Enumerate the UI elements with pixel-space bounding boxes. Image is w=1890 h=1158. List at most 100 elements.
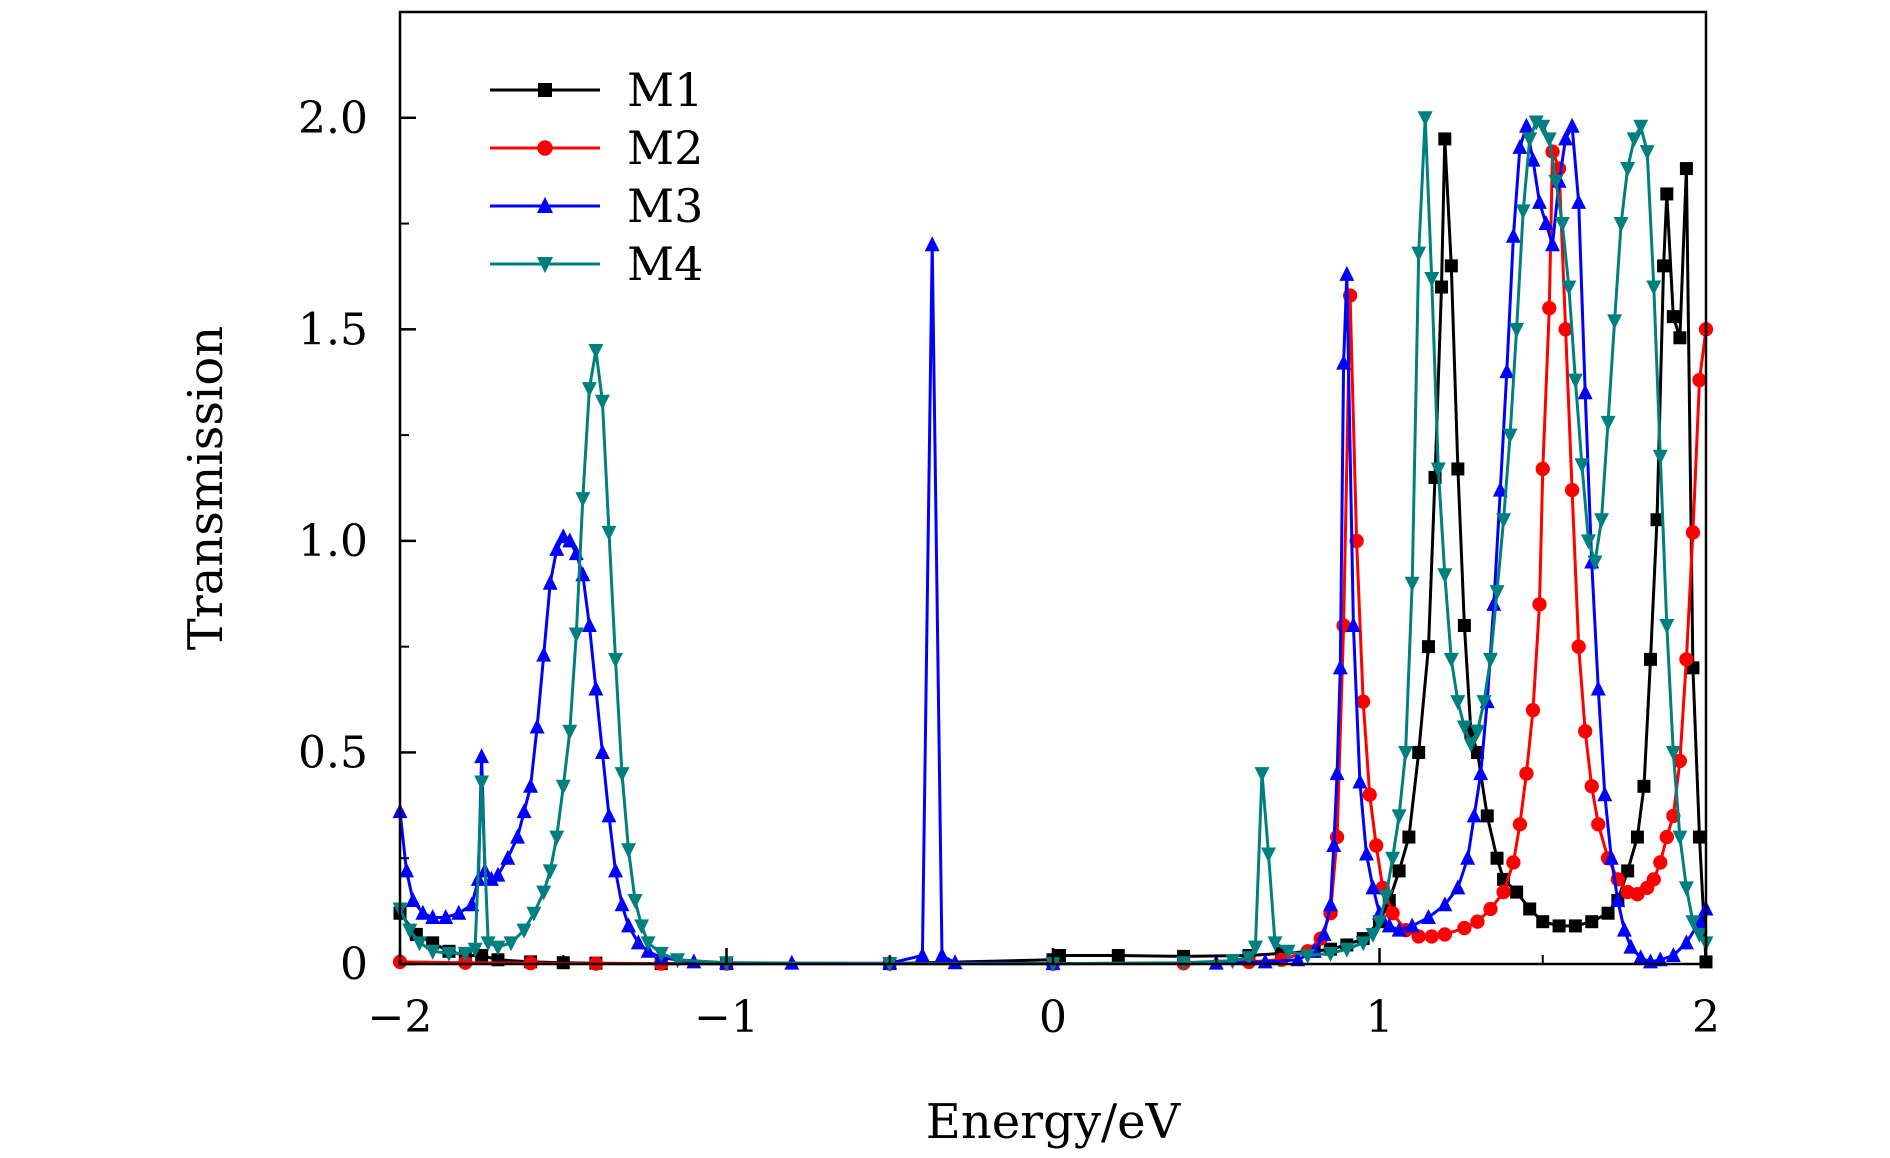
data-point-M2 xyxy=(1496,884,1511,900)
data-point-M2 xyxy=(1653,855,1668,870)
data-point-M3 xyxy=(1381,917,1397,933)
data-point-M1 xyxy=(475,949,489,963)
data-point-M3 xyxy=(1421,909,1436,924)
legend-entry-M3: M3 xyxy=(490,179,703,233)
data-point-M4 xyxy=(1580,534,1596,550)
data-point-M1 xyxy=(1111,949,1125,963)
data-point-M3 xyxy=(594,743,610,759)
data-point-M3 xyxy=(523,777,539,793)
data-point-M3 xyxy=(425,909,441,924)
data-point-M3 xyxy=(1336,354,1352,370)
data-point-M4 xyxy=(1548,174,1564,190)
data-point-M3 xyxy=(529,718,545,734)
data-point-M4 xyxy=(542,864,558,880)
data-point-M4 xyxy=(1378,889,1394,905)
data-point-M4 xyxy=(1646,280,1662,296)
data-point-M2 xyxy=(1457,920,1472,936)
data-point-M3 xyxy=(1652,951,1668,967)
data-point-M4 xyxy=(1267,936,1283,952)
data-point-M4 xyxy=(1541,132,1557,148)
y-tick-label: 0 xyxy=(340,939,368,990)
data-point-M3 xyxy=(1332,659,1348,675)
data-point-M4 xyxy=(503,936,519,952)
y-tick-label: 2.0 xyxy=(298,93,368,144)
data-point-M1 xyxy=(1470,745,1484,759)
data-point-M4 xyxy=(634,919,650,935)
data-point-M2 xyxy=(1506,855,1521,870)
data-point-M4 xyxy=(562,724,578,740)
data-point-M4 xyxy=(1365,927,1381,943)
data-point-M4 xyxy=(480,936,496,952)
data-point-M3 xyxy=(1365,879,1381,895)
data-point-M3 xyxy=(1610,892,1626,908)
legend-label: M3 xyxy=(627,179,703,233)
data-point-M3 xyxy=(1460,849,1476,865)
data-point-M3 xyxy=(1473,765,1489,781)
data-point-M4 xyxy=(1489,585,1505,601)
data-point-M4 xyxy=(1456,720,1472,736)
data-point-M1 xyxy=(1392,864,1406,878)
data-point-M4 xyxy=(1685,915,1701,931)
data-point-M1 xyxy=(1457,619,1471,633)
data-point-M1 xyxy=(1444,259,1458,273)
data-point-M3 xyxy=(581,617,597,633)
data-point-M4 xyxy=(1607,314,1623,330)
x-tick-label: 0 xyxy=(1039,992,1067,1043)
data-point-M3 xyxy=(1437,896,1453,912)
data-point-M3 xyxy=(1345,617,1361,633)
series-M4 xyxy=(392,111,1714,973)
data-point-M3 xyxy=(1538,215,1554,231)
data-point-M1 xyxy=(1480,809,1494,823)
legend-marker xyxy=(538,83,552,97)
data-point-M4 xyxy=(1280,944,1296,960)
data-point-M3 xyxy=(510,828,526,844)
data-point-M1 xyxy=(1692,830,1706,844)
data-point-M4 xyxy=(549,830,565,846)
data-point-M3 xyxy=(1499,363,1515,379)
data-point-M3 xyxy=(1339,265,1355,281)
data-point-M4 xyxy=(575,492,591,508)
data-point-M2 xyxy=(1525,702,1541,718)
x-tick-label: 1 xyxy=(1366,992,1394,1043)
data-point-M3 xyxy=(1616,921,1632,937)
data-point-M4 xyxy=(1639,145,1655,161)
data-point-M4 xyxy=(1430,462,1446,478)
data-point-M4 xyxy=(1417,111,1433,127)
data-point-M3 xyxy=(1492,481,1508,497)
data-point-M3 xyxy=(947,954,963,970)
data-point-M3 xyxy=(924,236,940,252)
data-point-M3 xyxy=(1603,849,1619,865)
data-point-M2 xyxy=(1483,901,1498,917)
x-tick-label: −1 xyxy=(694,992,759,1043)
data-point-M4 xyxy=(412,936,428,952)
data-point-M3 xyxy=(914,947,930,963)
data-point-M4 xyxy=(1626,132,1642,148)
data-point-M4 xyxy=(1437,568,1453,584)
x-axis-title: Energy/eV xyxy=(926,1094,1182,1150)
data-point-M4 xyxy=(1339,942,1355,958)
data-point-M1 xyxy=(1660,187,1674,201)
data-point-M3 xyxy=(1571,193,1587,209)
data-point-M1 xyxy=(1510,885,1524,899)
data-point-M3 xyxy=(1326,837,1342,853)
data-point-M2 xyxy=(1532,597,1547,612)
data-point-M4 xyxy=(1633,119,1649,135)
data-point-M1 xyxy=(1438,132,1452,146)
data-point-M2 xyxy=(1578,724,1593,739)
data-point-M4 xyxy=(1587,555,1603,571)
data-point-M1 xyxy=(1673,331,1687,345)
data-point-M3 xyxy=(630,934,646,950)
legend-entry-M4: M4 xyxy=(490,237,703,291)
data-point-M4 xyxy=(1522,132,1538,148)
data-point-M4 xyxy=(640,936,656,952)
data-point-M2 xyxy=(1591,817,1606,832)
data-point-M2 xyxy=(1679,652,1694,667)
data-point-M3 xyxy=(1505,227,1521,243)
data-point-M4 xyxy=(1554,217,1570,233)
data-point-M4 xyxy=(1678,881,1694,897)
data-point-M4 xyxy=(1515,204,1531,220)
data-point-M3 xyxy=(1466,807,1482,823)
data-point-M4 xyxy=(608,652,623,668)
data-point-M4 xyxy=(1450,695,1466,711)
data-point-M4 xyxy=(1398,745,1414,761)
